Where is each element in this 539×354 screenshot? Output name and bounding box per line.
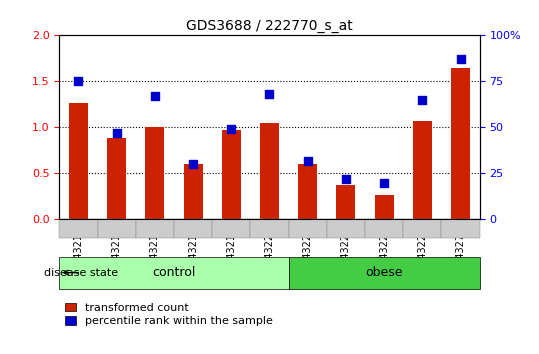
Bar — [260, 123, 279, 219]
Bar — [107, 138, 126, 219]
Point — [342, 176, 350, 182]
Bar — [451, 68, 470, 219]
Point — [189, 161, 197, 167]
FancyBboxPatch shape — [327, 219, 365, 238]
Legend: transformed count, percentile rank within the sample: transformed count, percentile rank withi… — [65, 303, 273, 326]
FancyBboxPatch shape — [403, 219, 441, 238]
Point — [303, 158, 312, 164]
FancyBboxPatch shape — [136, 219, 174, 238]
Text: obese: obese — [365, 266, 403, 279]
Point — [418, 97, 427, 103]
FancyBboxPatch shape — [251, 219, 288, 238]
Point — [227, 126, 236, 132]
Point — [74, 79, 82, 84]
Bar — [222, 130, 241, 219]
FancyBboxPatch shape — [59, 219, 98, 238]
FancyBboxPatch shape — [288, 219, 327, 238]
Point — [380, 180, 389, 185]
FancyBboxPatch shape — [212, 219, 251, 238]
FancyBboxPatch shape — [288, 257, 480, 289]
FancyBboxPatch shape — [365, 219, 403, 238]
Bar — [298, 164, 317, 219]
FancyBboxPatch shape — [441, 219, 480, 238]
Bar — [375, 195, 393, 219]
FancyBboxPatch shape — [98, 219, 136, 238]
Title: GDS3688 / 222770_s_at: GDS3688 / 222770_s_at — [186, 19, 353, 33]
Point — [265, 91, 274, 97]
Bar — [69, 103, 88, 219]
Text: disease state: disease state — [44, 268, 118, 278]
Bar — [336, 185, 356, 219]
Point — [112, 130, 121, 136]
FancyBboxPatch shape — [59, 257, 288, 289]
Bar — [183, 164, 203, 219]
Bar — [413, 121, 432, 219]
Point — [150, 93, 159, 99]
Text: control: control — [152, 266, 196, 279]
Bar — [146, 127, 164, 219]
FancyBboxPatch shape — [174, 219, 212, 238]
Point — [457, 57, 465, 62]
